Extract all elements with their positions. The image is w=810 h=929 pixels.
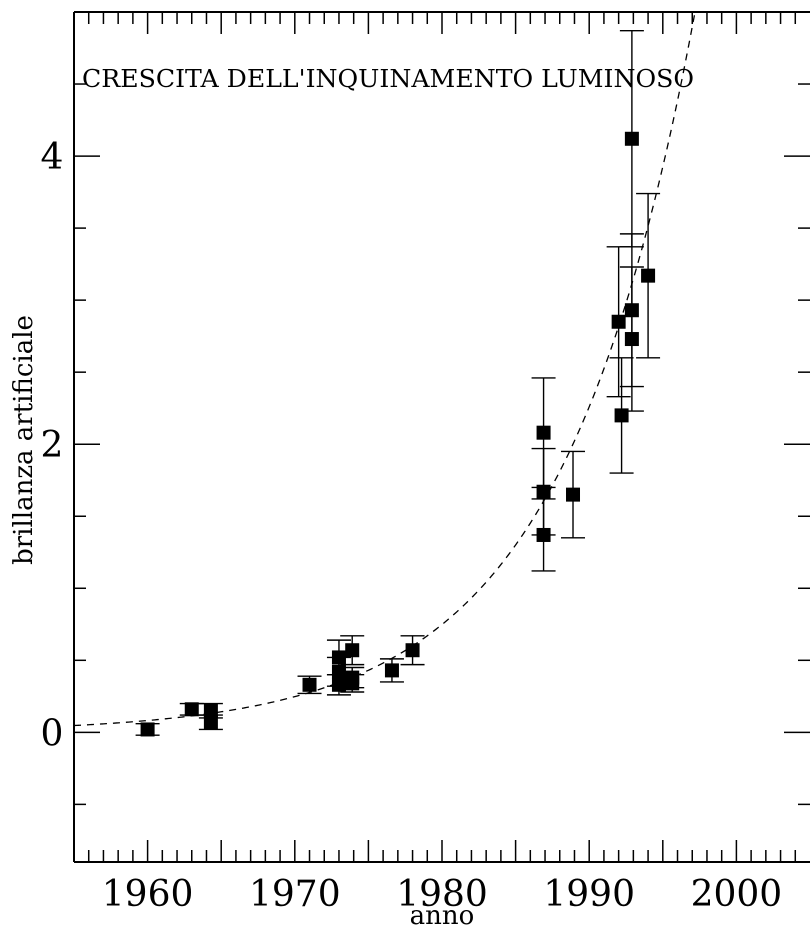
y-tick-label: 0 (41, 713, 64, 754)
data-point (340, 635, 365, 666)
data-point (297, 675, 322, 695)
x-axis-label: anno (410, 901, 475, 929)
point-marker (624, 332, 639, 347)
x-tick-label: 1960 (102, 874, 194, 915)
data-point (619, 30, 644, 248)
point-marker (345, 643, 360, 658)
x-tick-label: 1980 (396, 874, 488, 915)
point-marker (140, 722, 155, 737)
fit-curve-group (73, 11, 696, 727)
point-marker (203, 703, 218, 718)
point-marker (614, 408, 629, 423)
point-marker (345, 676, 360, 691)
fit-curve (73, 11, 696, 727)
point-marker (611, 314, 626, 329)
data-point (198, 714, 223, 731)
point-marker (331, 677, 346, 692)
point-marker (624, 131, 639, 146)
point-marker (384, 663, 399, 678)
point-marker (536, 484, 551, 499)
point-marker (302, 677, 317, 692)
point-marker (184, 702, 199, 717)
x-tick-label: 1990 (543, 874, 635, 915)
data-point (340, 674, 365, 693)
axis-ticks (74, 12, 810, 862)
data-point (606, 246, 631, 398)
plot-frame (73, 11, 810, 863)
data-point (561, 450, 586, 539)
data-point (179, 702, 204, 717)
data-point (531, 498, 556, 572)
tick-labels: 1960 1970 1980 1990 2000 0 2 4 (41, 137, 783, 915)
point-marker (405, 643, 420, 658)
data-point (619, 266, 644, 412)
data-point (636, 192, 661, 359)
y-axis-label: brillanza artificiale (9, 315, 39, 565)
chart-annotation: CRESCITA DELL'INQUINAMENTO LUMINOSO (82, 65, 694, 93)
point-marker (641, 268, 656, 283)
data-point (531, 447, 556, 536)
point-marker (536, 425, 551, 440)
point-marker (536, 527, 551, 542)
data-point (379, 658, 404, 683)
x-tick-label: 2000 (691, 874, 783, 915)
data-point (135, 722, 160, 737)
data-point (609, 357, 634, 474)
point-marker (566, 487, 581, 502)
y-tick-label: 2 (41, 425, 64, 466)
point-marker (203, 715, 218, 730)
data-points (135, 30, 661, 737)
y-tick-label: 4 (41, 137, 64, 178)
x-tick-label: 1970 (249, 874, 341, 915)
data-point (400, 635, 425, 666)
